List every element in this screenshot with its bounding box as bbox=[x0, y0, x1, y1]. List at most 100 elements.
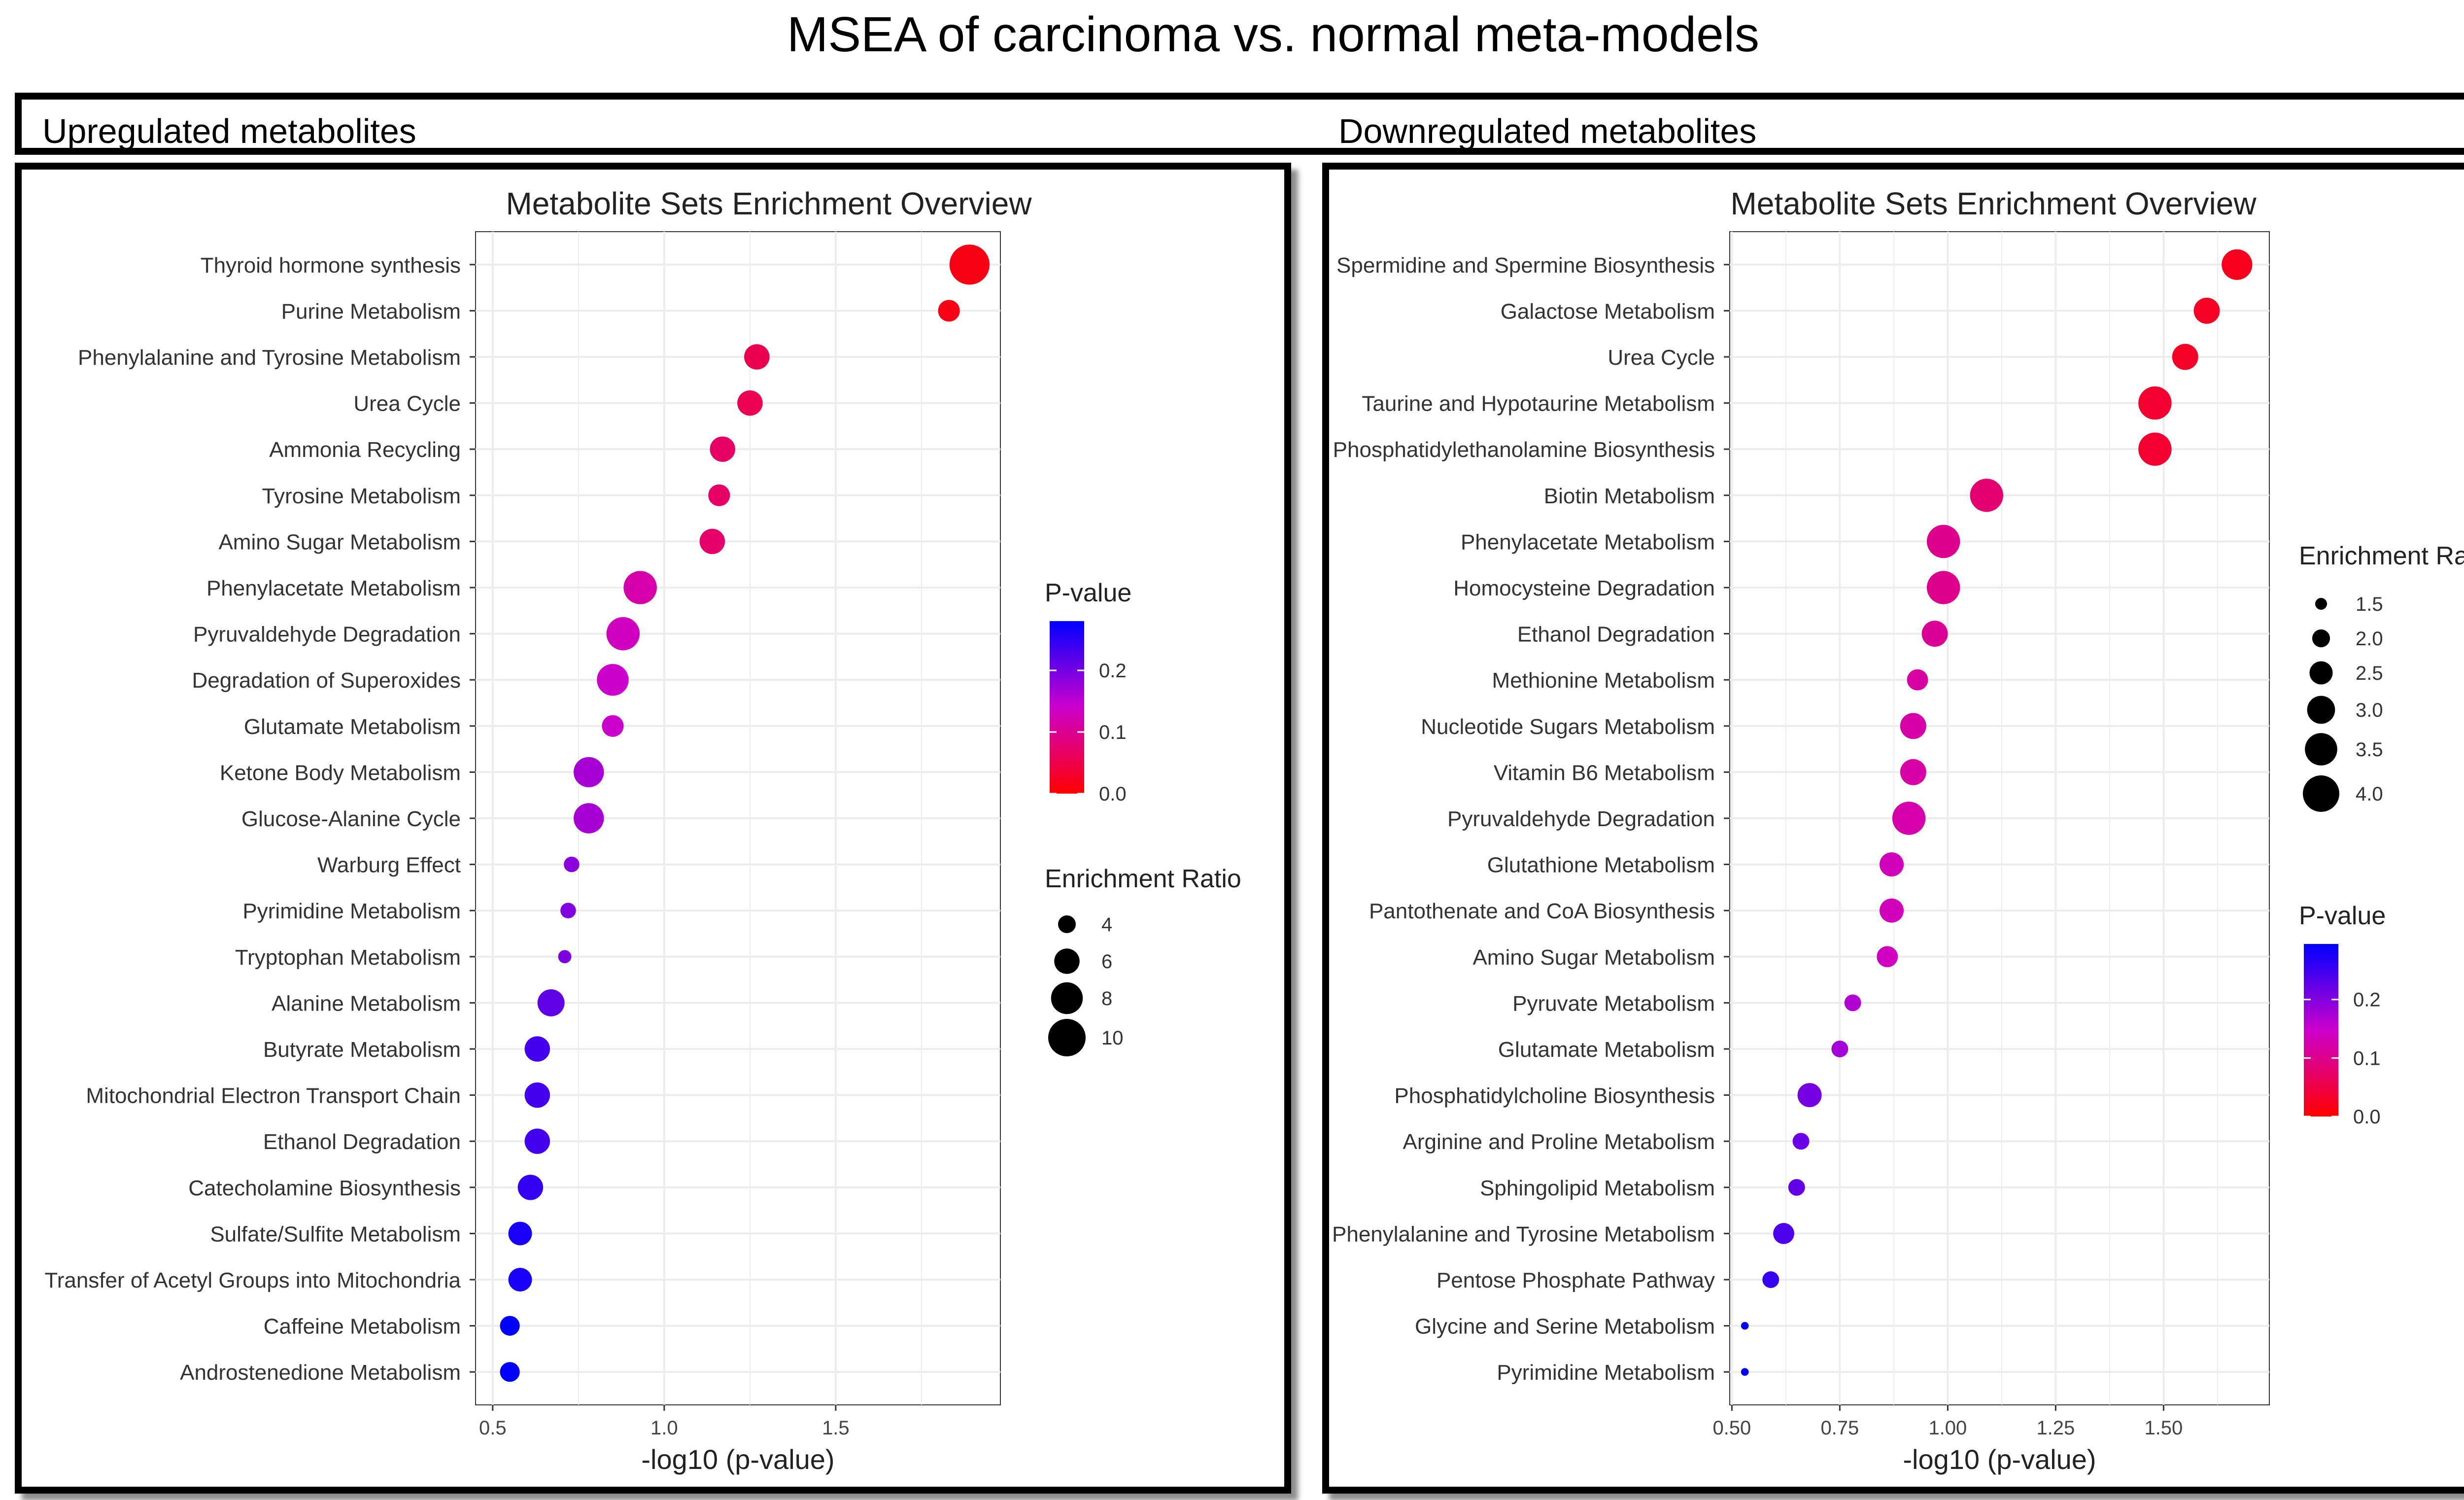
up-x-axis-label: -log10 (p-value) bbox=[641, 1444, 834, 1475]
up-data-point bbox=[517, 1175, 544, 1200]
down-pvalue-legend-title: P-value bbox=[2299, 902, 2386, 930]
down-category-label: Biotin Metabolism bbox=[1544, 484, 1715, 508]
up-category-label: Glucose-Alanine Cycle bbox=[241, 807, 461, 831]
up-data-point bbox=[938, 300, 960, 322]
up-size-legend-dot bbox=[1048, 1019, 1086, 1056]
down-data-point bbox=[1788, 1179, 1805, 1196]
up-category-label: Pyruvaldehyde Degradation bbox=[193, 623, 461, 647]
up-data-point bbox=[564, 856, 580, 872]
down-size-legend-dot bbox=[2307, 696, 2335, 724]
up-category-label: Glutamate Metabolism bbox=[244, 715, 461, 739]
up-category-label: Catecholamine Biosynthesis bbox=[188, 1176, 461, 1200]
down-size-legend-dot bbox=[2315, 598, 2327, 610]
up-data-point bbox=[500, 1316, 520, 1336]
down-data-point bbox=[2193, 297, 2220, 324]
down-x-axis-label: -log10 (p-value) bbox=[1903, 1444, 2096, 1475]
down-category-label: Pentose Phosphate Pathway bbox=[1437, 1268, 1715, 1292]
up-data-point bbox=[524, 1082, 550, 1108]
down-category-label: Amino Sugar Metabolism bbox=[1472, 945, 1715, 970]
down-category-label: Methionine Metabolism bbox=[1492, 668, 1715, 693]
down-data-point bbox=[1879, 898, 1904, 923]
down-category-label: Ethanol Degradation bbox=[1517, 623, 1715, 647]
down-size-legend-title: Enrichment Ratio bbox=[2299, 542, 2464, 570]
up-data-point bbox=[560, 903, 576, 918]
up-category-label: Ketone Body Metabolism bbox=[220, 761, 461, 785]
up-colorbar-label: 0.2 bbox=[1099, 660, 1127, 682]
down-data-point bbox=[1762, 1271, 1780, 1288]
down-colorbar-label: 0.1 bbox=[2353, 1047, 2381, 1069]
up-x-tick-label: 1.5 bbox=[822, 1417, 850, 1439]
up-size-legend-label: 6 bbox=[1101, 951, 1112, 973]
up-x-tick-label: 0.5 bbox=[479, 1417, 507, 1439]
down-data-point bbox=[1797, 1083, 1822, 1108]
down-x-tick-label: 1.50 bbox=[2144, 1417, 2183, 1439]
up-chart-title: Metabolite Sets Enrichment Overview bbox=[506, 186, 1032, 221]
down-data-point bbox=[1877, 946, 1898, 968]
down-size-legend-dot bbox=[2305, 733, 2337, 766]
up-category-label: Degradation of Superoxides bbox=[192, 668, 461, 693]
up-data-point bbox=[508, 1268, 532, 1291]
down-category-label: Nucleotide Sugars Metabolism bbox=[1421, 715, 1715, 739]
up-x-tick-label: 1.0 bbox=[650, 1417, 678, 1439]
up-data-point bbox=[573, 757, 604, 788]
down-data-point bbox=[1926, 571, 1960, 604]
up-data-point bbox=[737, 390, 763, 416]
down-data-point bbox=[2172, 344, 2198, 370]
up-data-point bbox=[710, 436, 735, 462]
up-size-legend-label: 10 bbox=[1101, 1027, 1124, 1049]
down-category-label: Pyruvaldehyde Degradation bbox=[1447, 807, 1715, 831]
down-category-label: Pyruvate Metabolism bbox=[1512, 991, 1715, 1015]
up-category-label: Phenylalanine and Tyrosine Metabolism bbox=[78, 346, 461, 370]
up-category-label: Urea Cycle bbox=[353, 392, 461, 416]
up-data-point bbox=[500, 1362, 520, 1382]
down-data-point bbox=[2222, 249, 2253, 280]
down-data-point bbox=[1741, 1368, 1749, 1376]
up-data-point bbox=[558, 950, 572, 964]
down-category-label: Vitamin B6 Metabolism bbox=[1494, 761, 1715, 785]
up-category-label: Transfer of Acetyl Groups into Mitochond… bbox=[44, 1268, 461, 1292]
up-category-label: Purine Metabolism bbox=[281, 299, 461, 323]
up-category-label: Mitochondrial Electron Transport Chain bbox=[86, 1084, 461, 1108]
up-data-point bbox=[708, 484, 730, 506]
up-category-label: Pyrimidine Metabolism bbox=[242, 899, 461, 923]
up-data-point bbox=[524, 1036, 550, 1062]
down-category-label: Spermidine and Spermine Biosynthesis bbox=[1336, 253, 1715, 278]
up-category-label: Warburg Effect bbox=[317, 853, 461, 877]
up-category-label: Phenylacetate Metabolism bbox=[206, 576, 461, 600]
up-data-point bbox=[573, 803, 604, 834]
down-category-label: Galactose Metabolism bbox=[1501, 299, 1715, 323]
up-colorbar-label: 0.0 bbox=[1099, 783, 1127, 805]
up-data-point bbox=[524, 1128, 550, 1154]
down-size-legend-dot bbox=[2303, 775, 2339, 812]
down-size-legend-label: 2.0 bbox=[2356, 628, 2383, 650]
down-size-legend-label: 3.5 bbox=[2356, 739, 2383, 761]
up-size-legend-dot bbox=[1054, 948, 1080, 974]
up-data-point bbox=[699, 528, 725, 555]
down-data-point bbox=[1892, 802, 1926, 835]
down-size-legend-label: 4.0 bbox=[2356, 783, 2383, 805]
down-colorbar-label: 0.0 bbox=[2353, 1106, 2381, 1128]
up-size-legend-dot bbox=[1058, 915, 1076, 933]
down-data-point bbox=[1831, 1041, 1848, 1057]
down-x-tick-label: 0.75 bbox=[1820, 1417, 1859, 1439]
down-category-label: Pyrimidine Metabolism bbox=[1497, 1360, 1715, 1385]
up-data-point bbox=[949, 244, 990, 285]
up-category-label: Sulfate/Sulfite Metabolism bbox=[210, 1222, 461, 1246]
down-category-label: Homocysteine Degradation bbox=[1453, 576, 1715, 600]
up-category-label: Tryptophan Metabolism bbox=[235, 945, 461, 970]
down-size-legend-dot bbox=[2312, 629, 2330, 648]
down-category-label: Taurine and Hypotaurine Metabolism bbox=[1362, 392, 1715, 416]
up-category-label: Alanine Metabolism bbox=[272, 991, 461, 1015]
down-data-point bbox=[1773, 1222, 1794, 1244]
down-data-point bbox=[1921, 621, 1948, 647]
up-category-label: Ethanol Degradation bbox=[263, 1130, 461, 1154]
up-data-point bbox=[606, 617, 640, 651]
down-data-point bbox=[1970, 479, 2003, 512]
up-data-point bbox=[602, 715, 624, 737]
down-data-point bbox=[1926, 524, 1960, 558]
down-category-label: Arginine and Proline Metabolism bbox=[1403, 1130, 1715, 1154]
down-size-legend-label: 3.0 bbox=[2356, 699, 2383, 721]
down-x-tick-label: 0.50 bbox=[1712, 1417, 1751, 1439]
